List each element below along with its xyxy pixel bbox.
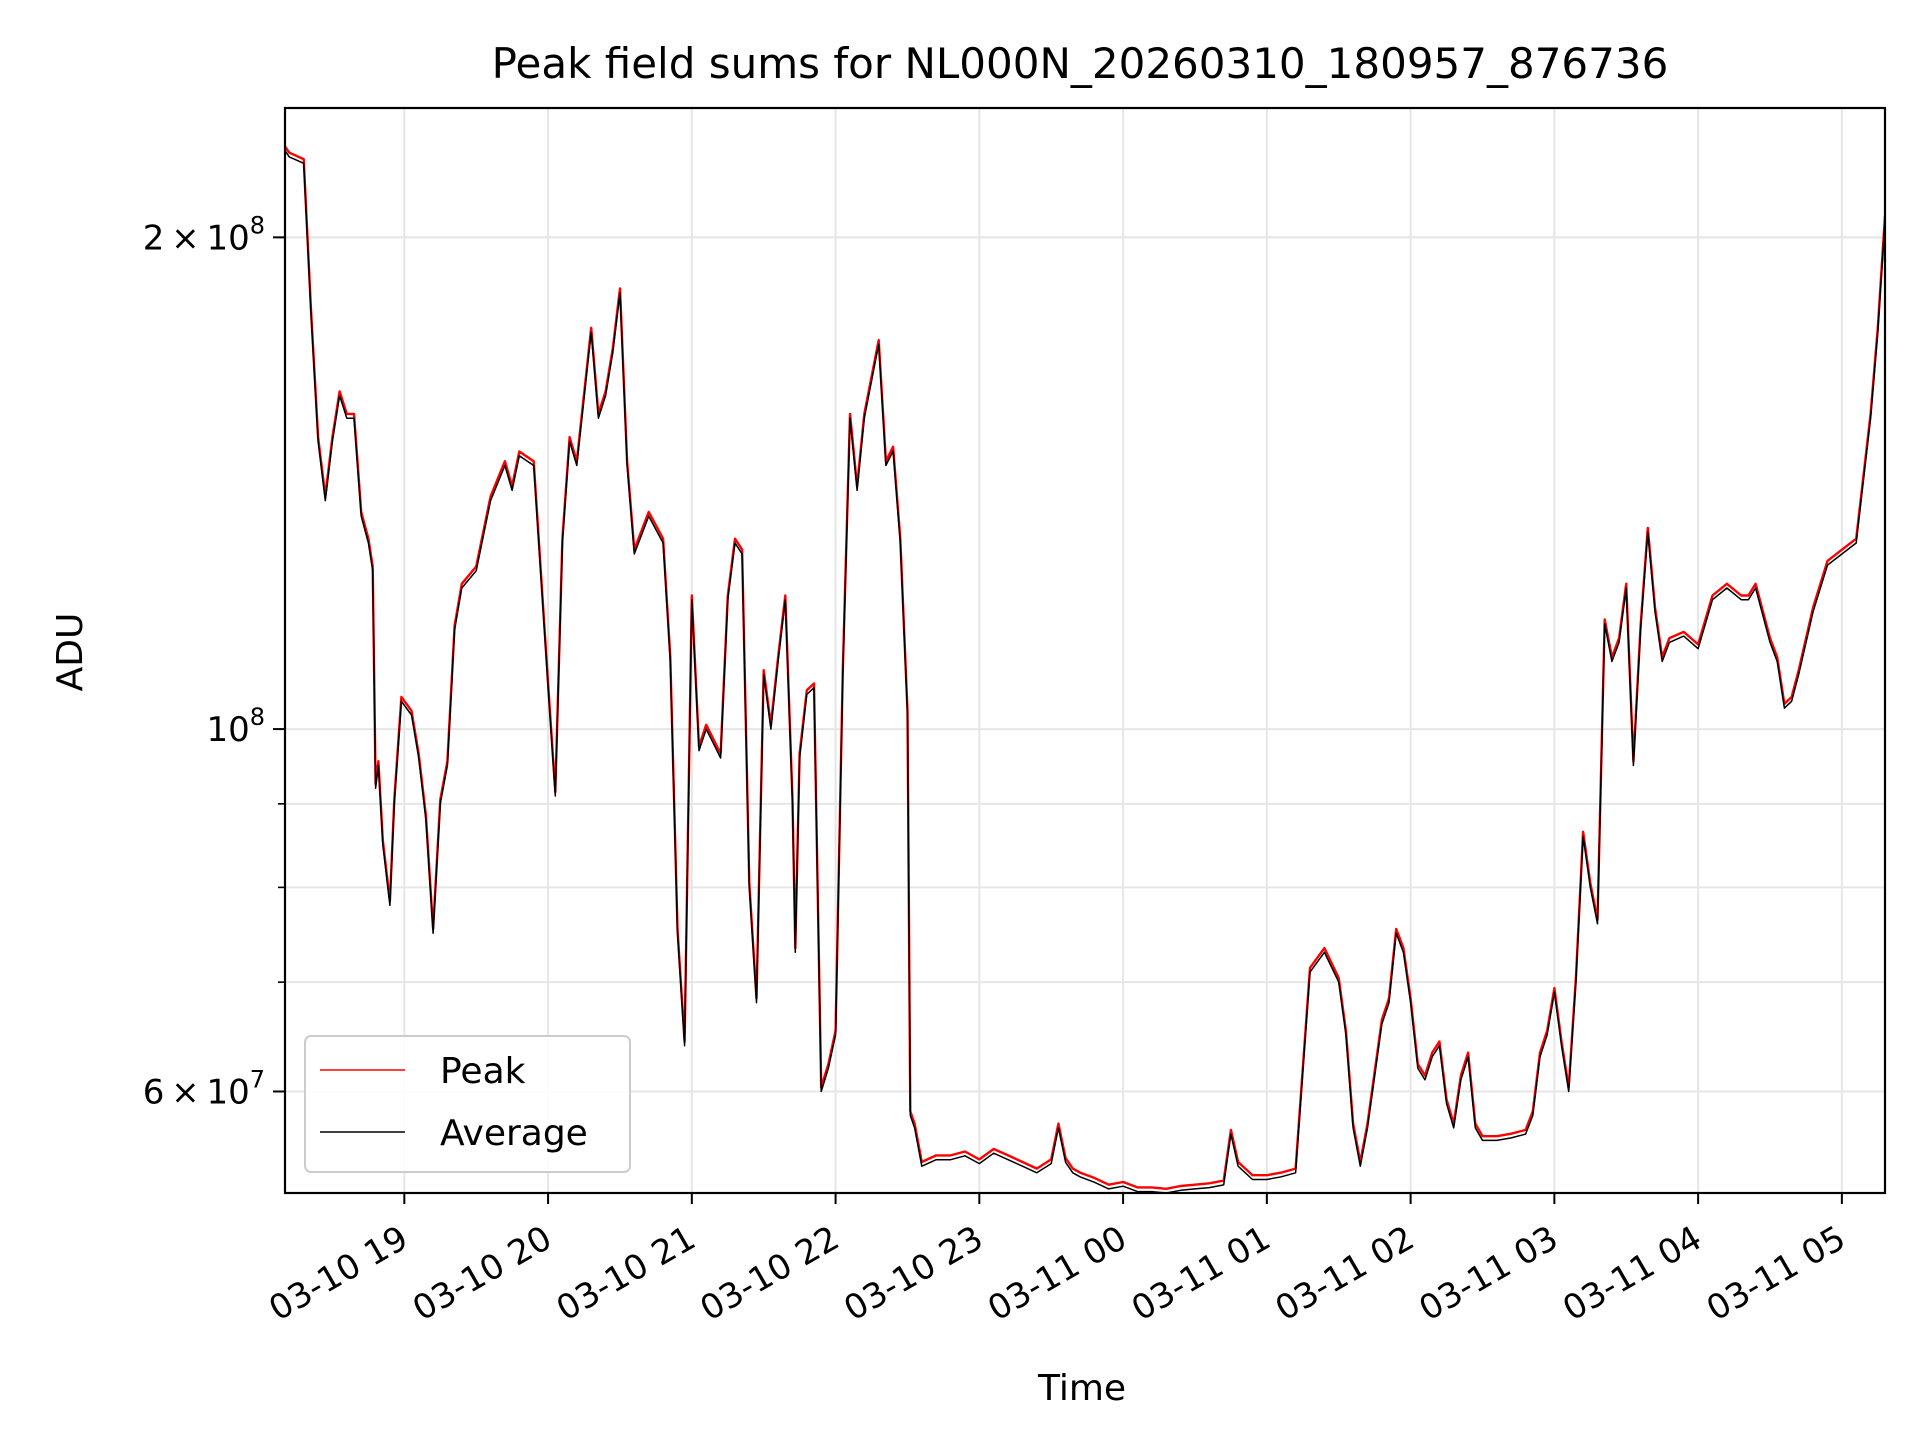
y-tick-label-1: 108 bbox=[206, 703, 265, 750]
y-tick-label-0: 6 × 107 bbox=[143, 1065, 265, 1112]
chart-title: Peak field sums for NL000N_20260310_1809… bbox=[492, 39, 1669, 88]
plot-frame bbox=[283, 106, 1887, 1195]
series-line-average bbox=[285, 150, 1885, 1193]
legend: Peak Average bbox=[304, 1035, 631, 1173]
y-axis-ticks: 6 × 107 108 2 × 108 bbox=[143, 211, 285, 1112]
series-lines bbox=[285, 145, 1885, 1193]
series-line-peak bbox=[285, 145, 1885, 1191]
legend-label-average: Average bbox=[440, 1113, 588, 1154]
x-axis-label: Time bbox=[1037, 1368, 1126, 1409]
legend-label-peak: Peak bbox=[440, 1051, 526, 1092]
y-tick-label-2: 2 × 108 bbox=[143, 211, 265, 258]
y-axis-label: ADU bbox=[50, 613, 91, 692]
grid-lines bbox=[285, 108, 1885, 1193]
